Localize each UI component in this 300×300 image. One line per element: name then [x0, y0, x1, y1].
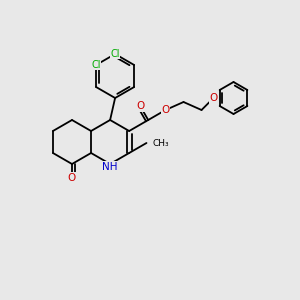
Text: O: O	[136, 101, 144, 111]
Text: NH: NH	[102, 162, 118, 172]
Text: O: O	[68, 173, 76, 183]
Text: O: O	[161, 105, 170, 115]
Text: O: O	[209, 93, 218, 103]
Text: Cl: Cl	[110, 49, 120, 59]
Text: CH₃: CH₃	[152, 139, 169, 148]
Text: Cl: Cl	[91, 60, 101, 70]
